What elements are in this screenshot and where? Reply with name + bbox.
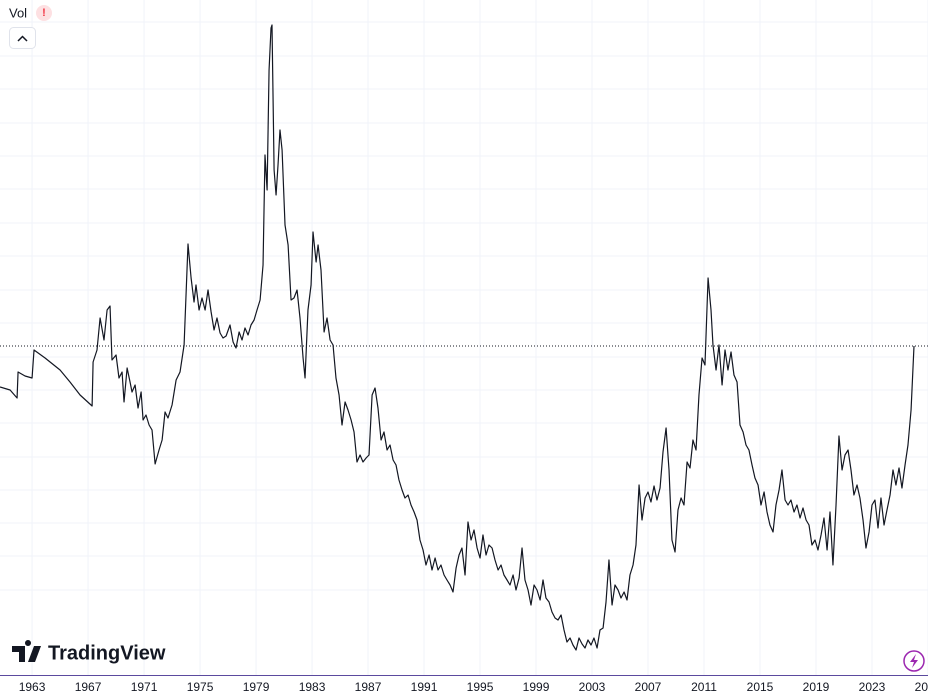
x-tick-label: 2023 <box>859 680 886 694</box>
alert-badge[interactable] <box>36 5 52 21</box>
grid <box>0 0 928 675</box>
collapse-icon <box>17 35 28 42</box>
collapse-button[interactable] <box>9 27 36 49</box>
x-tick-label: 2015 <box>747 680 774 694</box>
x-tick-label: 2011 <box>691 680 717 694</box>
x-tick-label: 1963 <box>19 680 46 694</box>
alert-icon[interactable]: ! <box>42 7 46 19</box>
x-tick-label: 1971 <box>131 680 158 694</box>
x-tick-label: 2007 <box>635 680 662 694</box>
x-tick-label: 2003 <box>579 680 606 694</box>
x-tick-label: 1975 <box>187 680 214 694</box>
x-tick-label: 1979 <box>243 680 270 694</box>
x-tick-label: 2019 <box>803 680 830 694</box>
x-tick-label: 1995 <box>467 680 494 694</box>
x-tick-label: 1987 <box>355 680 382 694</box>
x-tick-label: 1983 <box>299 680 326 694</box>
x-tick-label: 2027 <box>915 680 928 694</box>
flash-icon <box>910 654 918 668</box>
indicator-label: Vol <box>9 5 27 20</box>
price-line-series <box>0 24 915 651</box>
logo-mark <box>12 640 41 662</box>
brand-name: TradingView <box>48 642 166 664</box>
x-tick-label: 1991 <box>411 680 438 694</box>
x-tick-label: 1999 <box>523 680 550 694</box>
plot <box>0 24 928 651</box>
x-tick-label: 1967 <box>75 680 102 694</box>
brand-logo: TradingView <box>12 640 166 664</box>
